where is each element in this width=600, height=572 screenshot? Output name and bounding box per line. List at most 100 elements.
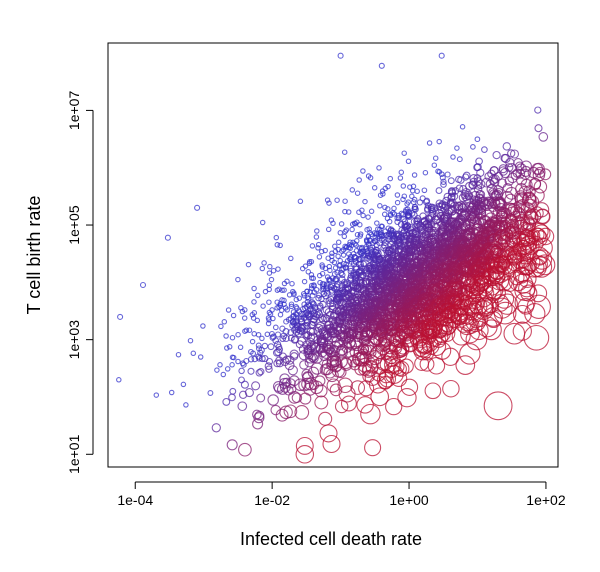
data-point: [295, 445, 315, 464]
data-point: [473, 185, 483, 194]
data-point: [354, 231, 361, 238]
data-point: [281, 287, 287, 293]
data-point: [357, 221, 363, 228]
data-point: [341, 149, 348, 155]
data-point: [349, 187, 356, 193]
data-point: [455, 355, 476, 375]
data-point: [242, 307, 248, 313]
data-point: [247, 356, 255, 363]
data-point: [518, 269, 537, 288]
data-point: [357, 260, 364, 268]
data-point: [376, 165, 382, 171]
data-point: [168, 389, 175, 396]
data-point: [416, 199, 424, 206]
data-point: [308, 258, 315, 265]
data-point: [353, 242, 359, 248]
data-point: [470, 144, 476, 150]
data-point: [385, 183, 391, 190]
data-point: [378, 62, 385, 69]
data-point: [229, 334, 236, 341]
data-point: [308, 327, 317, 336]
data-point: [411, 172, 418, 178]
data-point: [313, 234, 320, 240]
data-point: [534, 254, 556, 276]
data-point: [339, 271, 346, 279]
data-point: [238, 367, 245, 375]
data-point: [331, 259, 338, 266]
data-point: [455, 184, 464, 193]
data-point: [347, 265, 354, 272]
data-point: [305, 269, 312, 275]
data-point: [332, 277, 340, 284]
data-point: [476, 168, 485, 177]
data-point: [218, 323, 224, 330]
data-point: [246, 327, 253, 333]
data-point: [249, 338, 256, 345]
data-point: [488, 196, 500, 209]
data-point: [506, 223, 520, 237]
data-point: [302, 263, 309, 269]
data-point: [383, 350, 401, 367]
data-point: [261, 260, 267, 266]
data-point: [255, 369, 264, 377]
data-point: [214, 367, 220, 373]
data-point: [241, 315, 248, 321]
data-point: [277, 242, 283, 249]
data-point: [237, 401, 248, 412]
data-point: [358, 380, 375, 397]
data-point: [197, 354, 204, 360]
data-point: [309, 380, 324, 395]
data-point: [451, 326, 471, 346]
data-point: [385, 206, 391, 212]
data-point: [291, 392, 303, 404]
data-point: [485, 311, 503, 329]
data-point: [267, 263, 273, 270]
data-point: [270, 267, 277, 274]
data-point: [229, 362, 235, 368]
data-point: [381, 236, 388, 243]
data-point: [325, 226, 332, 233]
data-point: [526, 294, 551, 319]
data-point: [268, 276, 275, 283]
data-point: [237, 344, 244, 351]
data-point: [502, 142, 512, 151]
data-point: [472, 311, 489, 328]
data-point: [315, 245, 321, 251]
data-point: [230, 312, 237, 319]
data-point: [435, 187, 443, 195]
data-point: [536, 227, 555, 246]
data-point: [277, 311, 284, 318]
data-point: [301, 278, 308, 285]
data-point: [374, 220, 380, 226]
data-point: [284, 307, 290, 313]
data-point: [442, 379, 460, 398]
data-point: [456, 156, 463, 163]
data-point: [265, 320, 272, 327]
data-point: [279, 335, 287, 343]
data-point: [464, 302, 484, 321]
data-point: [337, 377, 353, 394]
data-point: [440, 181, 447, 188]
data-point: [266, 286, 272, 293]
data-point: [345, 209, 352, 215]
data-point: [417, 228, 427, 238]
data-point: [310, 362, 324, 375]
data-point: [305, 296, 312, 302]
data-point: [377, 203, 383, 209]
data-point: [274, 348, 283, 357]
data-point: [309, 292, 316, 299]
data-point: [514, 292, 536, 313]
data-point: [440, 178, 447, 185]
data-point: [502, 183, 513, 193]
data-point: [368, 208, 375, 215]
data-point: [327, 267, 333, 274]
data-point: [314, 395, 329, 410]
data-point: [506, 250, 523, 266]
y-tick-label: 1e+05: [66, 205, 82, 245]
data-point: [355, 284, 365, 294]
data-point: [352, 241, 358, 247]
data-point: [292, 328, 301, 336]
data-point: [235, 276, 241, 283]
data-point: [334, 197, 340, 203]
data-point: [274, 331, 282, 338]
